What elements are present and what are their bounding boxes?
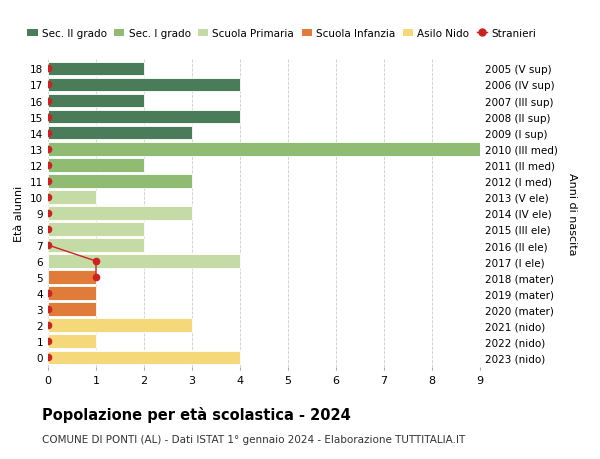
Bar [48,223,144,236]
Bar [48,271,96,284]
Bar [48,287,96,300]
Bar [48,335,96,348]
Bar [48,143,480,156]
Bar [48,127,192,140]
Bar [48,255,240,269]
Bar [48,303,96,316]
Bar [48,95,144,108]
Bar [48,62,144,76]
Bar [48,207,192,220]
Bar [48,319,192,332]
Text: COMUNE DI PONTI (AL) - Dati ISTAT 1° gennaio 2024 - Elaborazione TUTTITALIA.IT: COMUNE DI PONTI (AL) - Dati ISTAT 1° gen… [42,434,465,444]
Bar [48,174,192,188]
Bar [48,111,240,124]
Bar [48,351,240,364]
Bar [48,239,144,252]
Text: Popolazione per età scolastica - 2024: Popolazione per età scolastica - 2024 [42,406,351,422]
Bar [48,158,144,172]
Bar [48,78,240,92]
Y-axis label: Età alunni: Età alunni [14,185,25,241]
Y-axis label: Anni di nascita: Anni di nascita [567,172,577,255]
Legend: Sec. II grado, Sec. I grado, Scuola Primaria, Scuola Infanzia, Asilo Nido, Stran: Sec. II grado, Sec. I grado, Scuola Prim… [23,25,540,43]
Bar [48,190,96,204]
